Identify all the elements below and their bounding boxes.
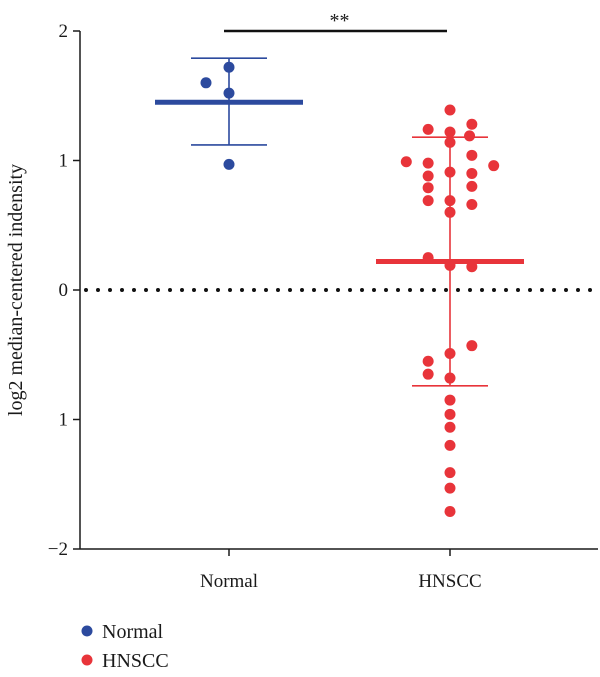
data-point: [400, 156, 412, 168]
data-point: [223, 61, 235, 73]
data-point: [466, 149, 478, 161]
series-hnscc: [376, 104, 524, 517]
data-point: [422, 355, 434, 367]
data-point: [444, 505, 456, 517]
data-point: [466, 199, 478, 211]
legend-label: HNSCC: [102, 650, 169, 672]
data-point: [444, 482, 456, 494]
data-point: [466, 118, 478, 130]
data-point: [444, 206, 456, 218]
data-point: [444, 347, 456, 359]
y-tick-label: −2: [48, 539, 68, 560]
significance-label: **: [330, 10, 350, 32]
y-axis-title: log2 median-centered indensity: [5, 164, 27, 416]
data-point: [422, 368, 434, 380]
data-point: [444, 408, 456, 420]
data-point: [466, 180, 478, 192]
y-tick-label: 2: [59, 21, 69, 42]
axes: 2 1 0 1 −2 Normal HNSCC: [48, 21, 598, 592]
data-point: [444, 394, 456, 406]
data-point: [444, 439, 456, 451]
data-point: [422, 195, 434, 207]
data-point: [488, 160, 500, 172]
data-point: [444, 166, 456, 178]
data-point: [422, 123, 434, 135]
y-tick-label: 1: [59, 410, 69, 431]
data-point: [223, 158, 235, 170]
data-point: [444, 104, 456, 116]
data-point: [422, 182, 434, 194]
data-point: [444, 372, 456, 384]
x-tick-label: HNSCC: [418, 571, 481, 592]
legend-marker: [81, 625, 93, 637]
data-point: [444, 195, 456, 207]
data-point: [422, 157, 434, 169]
data-point: [422, 170, 434, 182]
data-point: [223, 87, 235, 99]
data-point: [466, 167, 478, 179]
series-normal: [155, 57, 303, 170]
data-point: [444, 136, 456, 148]
data-point: [200, 77, 212, 89]
legend-marker: [81, 654, 93, 666]
data-point: [444, 126, 456, 138]
data-point: [464, 130, 476, 142]
x-tick-label: Normal: [200, 571, 258, 592]
legend-label: Normal: [102, 621, 164, 643]
y-tick-label: 1: [59, 151, 69, 172]
plot-marks: [155, 57, 524, 517]
data-point: [444, 421, 456, 433]
legend: Normal HNSCC: [81, 621, 169, 672]
data-point: [466, 340, 478, 352]
y-tick-label: 0: [59, 280, 69, 301]
significance-bracket: **: [224, 10, 447, 33]
data-point: [444, 467, 456, 479]
